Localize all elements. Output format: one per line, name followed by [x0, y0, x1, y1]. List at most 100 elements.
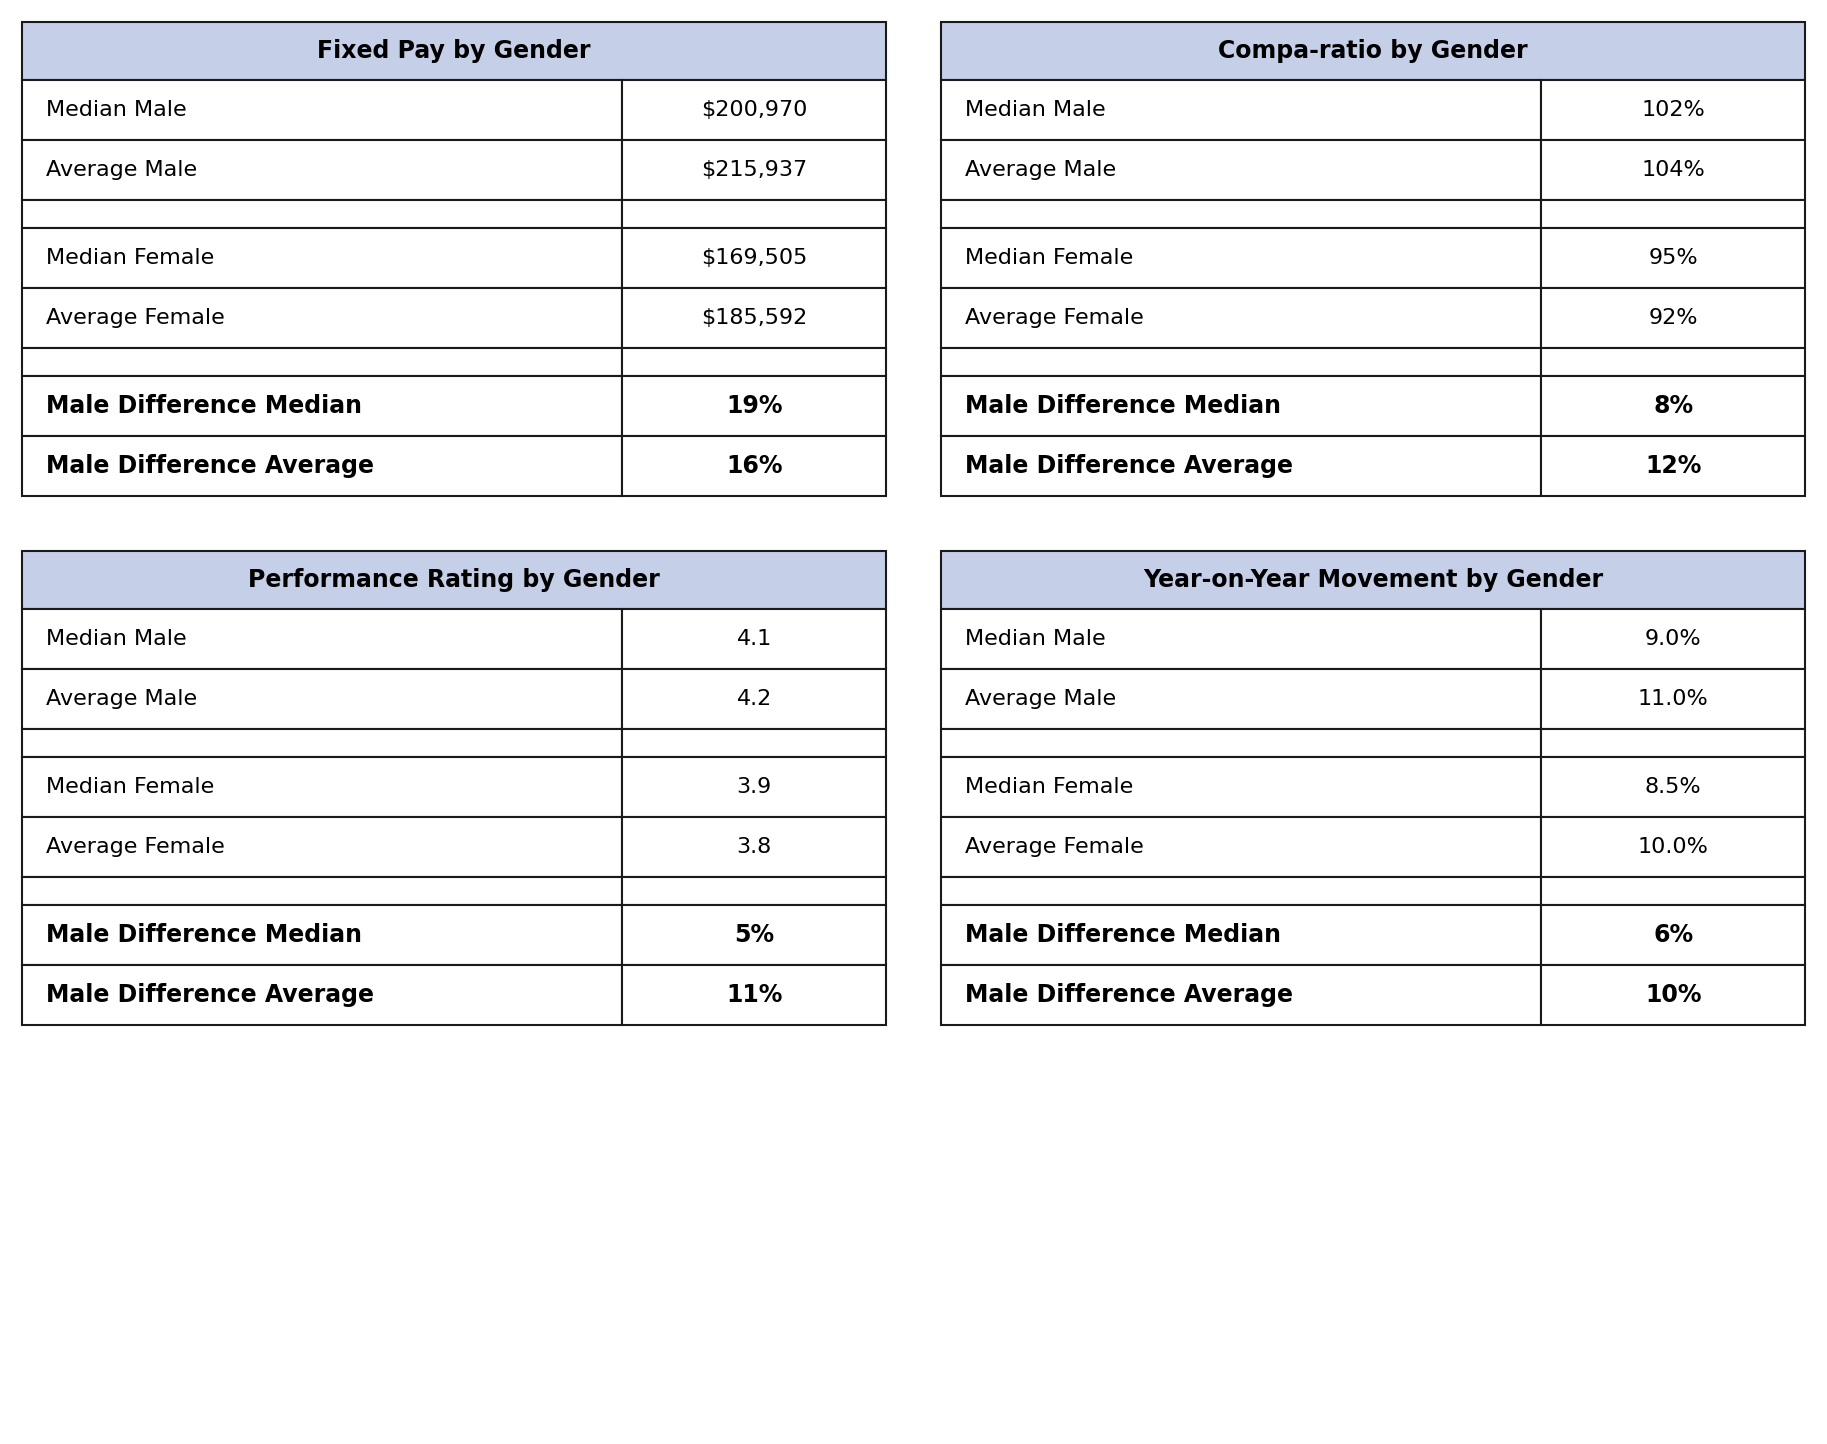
Bar	[623, 375, 886, 436]
Bar	[1542, 965, 1805, 1025]
Text: 4.2: 4.2	[736, 689, 771, 709]
Text: Average Female: Average Female	[965, 308, 1144, 328]
Text: 9.0%: 9.0%	[1644, 630, 1701, 648]
Text: 12%: 12%	[1644, 453, 1701, 478]
Text: Year-on-Year Movement by Gender: Year-on-Year Movement by Gender	[1144, 567, 1602, 592]
Text: 10%: 10%	[1644, 983, 1701, 1006]
Text: 5%: 5%	[734, 923, 775, 947]
Text: Median Male: Median Male	[965, 100, 1105, 120]
Bar	[941, 287, 1542, 348]
Bar	[623, 669, 886, 729]
Text: Average Male: Average Male	[46, 689, 197, 709]
Bar	[941, 552, 1805, 609]
Text: Median Female: Median Female	[965, 777, 1133, 797]
Bar	[22, 79, 623, 140]
Bar	[623, 201, 886, 228]
Bar	[941, 436, 1542, 495]
Text: Male Difference Median: Male Difference Median	[46, 923, 362, 947]
Bar	[941, 22, 1805, 79]
Text: 11%: 11%	[725, 983, 782, 1006]
Bar	[22, 609, 623, 669]
Bar	[941, 375, 1542, 436]
Text: 8%: 8%	[1653, 394, 1694, 417]
Text: Average Female: Average Female	[46, 838, 225, 856]
Bar	[941, 348, 1542, 375]
Bar	[623, 287, 886, 348]
Text: Median Female: Median Female	[46, 248, 214, 269]
Bar	[22, 552, 886, 609]
Text: Median Male: Median Male	[46, 630, 186, 648]
Bar	[22, 436, 623, 495]
Text: Male Difference Median: Male Difference Median	[965, 394, 1281, 417]
Bar	[1542, 287, 1805, 348]
Bar	[22, 375, 623, 436]
Text: Male Difference Average: Male Difference Average	[965, 983, 1294, 1006]
Text: Median Male: Median Male	[46, 100, 186, 120]
Bar	[1542, 609, 1805, 669]
Bar	[22, 877, 623, 905]
Text: 104%: 104%	[1641, 160, 1705, 180]
Bar	[1542, 729, 1805, 757]
Text: Male Difference Average: Male Difference Average	[46, 983, 375, 1006]
Text: Performance Rating by Gender: Performance Rating by Gender	[248, 567, 660, 592]
Bar	[1542, 877, 1805, 905]
Bar	[22, 905, 623, 965]
Bar	[22, 228, 623, 287]
Text: Compa-ratio by Gender: Compa-ratio by Gender	[1219, 39, 1527, 64]
Text: Average Male: Average Male	[965, 689, 1116, 709]
Text: Median Female: Median Female	[46, 777, 214, 797]
Bar	[941, 669, 1542, 729]
Text: $200,970: $200,970	[702, 100, 808, 120]
Bar	[1542, 348, 1805, 375]
Bar	[1542, 201, 1805, 228]
Text: 10.0%: 10.0%	[1637, 838, 1708, 856]
Bar	[1542, 905, 1805, 965]
Text: Average Female: Average Female	[46, 308, 225, 328]
Text: 3.9: 3.9	[736, 777, 771, 797]
Bar	[941, 757, 1542, 817]
Bar	[22, 201, 623, 228]
Text: 16%: 16%	[725, 453, 782, 478]
Bar	[941, 79, 1542, 140]
Text: Male Difference Median: Male Difference Median	[46, 394, 362, 417]
Text: Average Male: Average Male	[46, 160, 197, 180]
Bar	[941, 965, 1542, 1025]
Bar	[22, 140, 623, 201]
Bar	[1542, 817, 1805, 877]
Text: Male Difference Average: Male Difference Average	[46, 453, 375, 478]
Text: 11.0%: 11.0%	[1637, 689, 1708, 709]
Bar	[941, 201, 1542, 228]
Text: $215,937: $215,937	[702, 160, 808, 180]
Bar	[623, 228, 886, 287]
Bar	[941, 817, 1542, 877]
Bar	[623, 729, 886, 757]
Bar	[623, 348, 886, 375]
Bar	[941, 877, 1542, 905]
Bar	[22, 22, 886, 79]
Bar	[22, 965, 623, 1025]
Bar	[22, 757, 623, 817]
Bar	[22, 287, 623, 348]
Bar	[623, 817, 886, 877]
Text: Average Female: Average Female	[965, 838, 1144, 856]
Bar	[623, 79, 886, 140]
Bar	[623, 965, 886, 1025]
Bar	[22, 817, 623, 877]
Bar	[22, 729, 623, 757]
Bar	[1542, 79, 1805, 140]
Bar	[623, 877, 886, 905]
Text: $169,505: $169,505	[702, 248, 808, 269]
Text: 3.8: 3.8	[736, 838, 771, 856]
Text: Male Difference Median: Male Difference Median	[965, 923, 1281, 947]
Text: 95%: 95%	[1648, 248, 1697, 269]
Text: 92%: 92%	[1648, 308, 1697, 328]
Bar	[623, 905, 886, 965]
Text: Fixed Pay by Gender: Fixed Pay by Gender	[318, 39, 590, 64]
Text: 19%: 19%	[725, 394, 782, 417]
Bar	[623, 140, 886, 201]
Text: 6%: 6%	[1653, 923, 1694, 947]
Bar	[1542, 669, 1805, 729]
Bar	[941, 228, 1542, 287]
Bar	[941, 905, 1542, 965]
Text: 102%: 102%	[1641, 100, 1705, 120]
